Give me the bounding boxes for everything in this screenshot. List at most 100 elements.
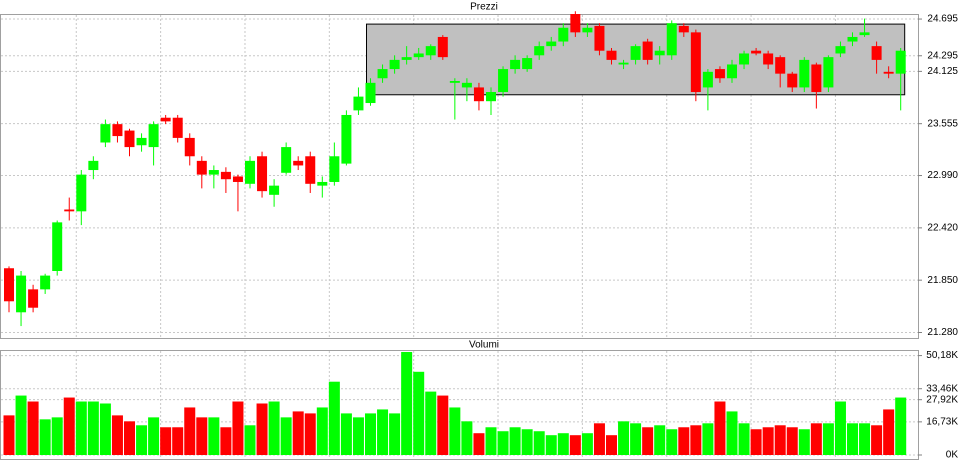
y-tick-label: 23.555: [927, 118, 958, 129]
candle-body: [136, 137, 147, 146]
candle-body: [546, 41, 557, 47]
candle-body: [88, 160, 99, 171]
candle-body: [305, 156, 316, 184]
volume-bar: [292, 411, 304, 455]
volume-bar: [160, 427, 172, 455]
volume-bar: [437, 395, 449, 455]
candle-body: [112, 124, 123, 137]
volume-bar: [184, 407, 196, 455]
candle-body: [799, 59, 810, 88]
candle-body: [835, 46, 846, 54]
volume-bar: [196, 417, 208, 455]
candle-body: [534, 46, 545, 56]
volume-bar: [75, 401, 87, 455]
candle-body: [341, 114, 352, 164]
candle-body: [281, 147, 292, 173]
candle-body: [606, 50, 617, 60]
volume-bar: [99, 403, 111, 455]
volume-bar: [871, 425, 883, 455]
volume-bar: [136, 425, 148, 455]
y-tick-label: 16,73K: [926, 416, 958, 427]
volume-bar: [533, 431, 545, 455]
candle-body: [16, 275, 27, 313]
volume-bar: [762, 427, 774, 455]
candle-body: [666, 23, 677, 56]
volume-bar: [27, 401, 39, 455]
volume-bar: [87, 401, 99, 455]
volume-bar: [413, 371, 425, 455]
volume-bar: [316, 407, 328, 455]
candle-body: [184, 137, 195, 157]
volume-bar: [642, 427, 654, 455]
volume-bar: [509, 427, 521, 455]
volume-bar: [702, 423, 714, 455]
candle-body: [642, 41, 653, 60]
y-tick-label: 27,92K: [926, 394, 958, 405]
volume-bar: [654, 425, 666, 455]
volume-bar: [497, 431, 509, 455]
volume-bar: [726, 411, 738, 455]
y-tick-label: 21.850: [927, 275, 958, 286]
volume-bar: [244, 425, 256, 455]
volume-bar: [256, 403, 268, 455]
volume-bar: [365, 413, 376, 455]
candle-body: [100, 124, 111, 143]
volume-bar: [111, 415, 123, 455]
volume-bar: [51, 417, 63, 455]
candle-body: [64, 209, 75, 212]
volume-bar: [822, 423, 834, 455]
candle-body: [739, 53, 750, 65]
candle-body: [365, 82, 376, 104]
volume-bar: [15, 395, 27, 455]
candle-body: [401, 57, 412, 60]
y-tick-label: 21.280: [927, 327, 958, 338]
volume-bar: [714, 401, 726, 455]
volume-bar: [377, 409, 389, 455]
candle-body: [594, 25, 605, 51]
y-tick-label: 24.295: [927, 50, 958, 61]
y-tick-label: 24.695: [927, 14, 958, 25]
y-tick-label: 22.420: [927, 222, 958, 233]
candle-body: [522, 58, 533, 70]
candle-body: [702, 71, 713, 88]
candle-body: [654, 50, 665, 56]
y-tick-label: 50,18K: [926, 350, 958, 361]
volume-bar: [883, 409, 895, 455]
candle-body: [28, 289, 39, 308]
candle-body: [425, 46, 436, 56]
volume-bar: [389, 413, 401, 455]
volume-bar: [473, 433, 485, 455]
candle-body: [883, 71, 894, 74]
candle-body: [148, 124, 159, 148]
volume-bar: [352, 417, 364, 455]
volume-bar: [593, 423, 605, 455]
candle-body: [811, 64, 822, 93]
candle-body: [449, 81, 460, 83]
volume-bar: [557, 433, 569, 455]
volume-bar: [690, 425, 702, 455]
volume-bar: [581, 433, 593, 455]
volume-bar: [774, 425, 786, 455]
volume-bar: [750, 429, 762, 455]
volume-bar: [220, 427, 232, 455]
volume-bar: [328, 381, 340, 455]
candle-body: [775, 57, 786, 74]
candle-body: [437, 36, 448, 58]
candle-body: [172, 117, 183, 138]
candle-body: [582, 27, 593, 33]
candle-body: [461, 82, 472, 88]
candle-body: [389, 59, 400, 70]
y-tick-label: 33,46K: [926, 383, 958, 394]
volume-bar: [738, 423, 750, 455]
candle-body: [763, 53, 774, 65]
candle-body: [895, 50, 906, 74]
volume-bar: [606, 435, 617, 455]
candle-body: [4, 268, 14, 302]
candle-body: [232, 176, 243, 182]
volume-bar: [63, 397, 75, 455]
volume-bar: [859, 423, 871, 455]
volume-bar: [232, 401, 244, 455]
candle-body: [510, 59, 521, 70]
y-tick-label: 24.125: [927, 66, 958, 77]
